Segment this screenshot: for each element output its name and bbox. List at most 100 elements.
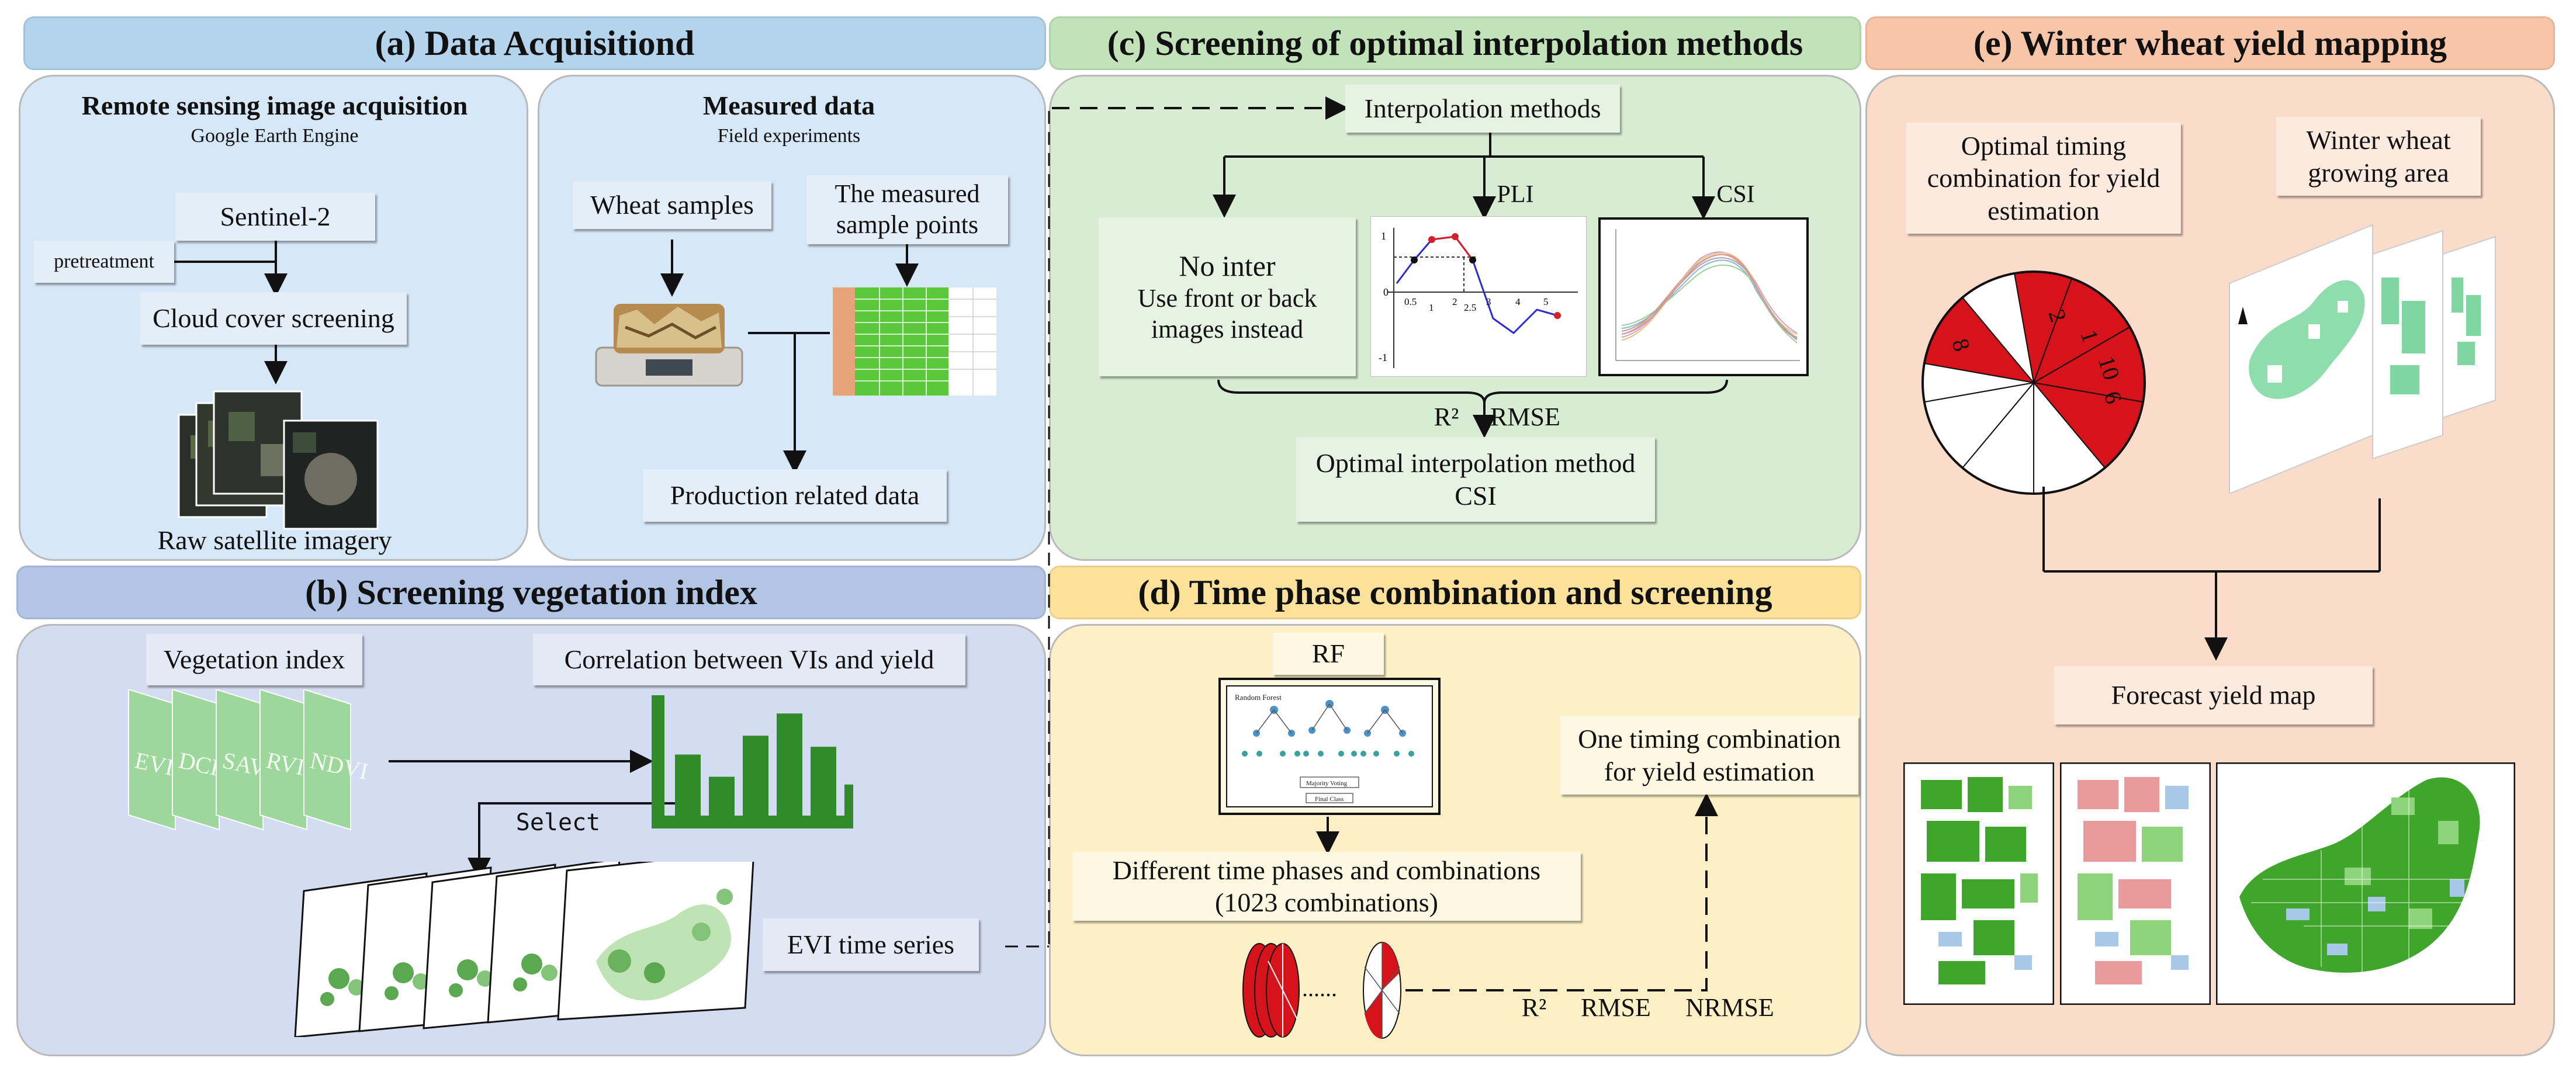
remote-subtitle: Google Earth Engine — [191, 124, 359, 147]
sample-points-box: The measured sample points — [806, 175, 1008, 244]
optimal-method-label: Optimal interpolation method — [1315, 448, 1636, 478]
vi-card-ndvi: NDVI — [303, 689, 371, 831]
pli-y-tick-neg1: -1 — [1379, 352, 1387, 363]
select-arrow — [468, 802, 690, 881]
rf-caption-final: Final Class — [1315, 796, 1344, 803]
different-phases-label: Different time phases and combinations — [1112, 855, 1541, 885]
optimal-timing-box: Optimal timing combination for yield est… — [1906, 123, 2181, 234]
satellite-imagery-stack — [178, 390, 379, 530]
forecast-map-small-1 — [1903, 762, 2054, 1005]
measured-arrows — [660, 240, 919, 474]
pli-label: PLI — [1497, 181, 1534, 208]
optimal-method-box: Optimal interpolation method CSI — [1296, 437, 1655, 522]
vegetation-index-box: Vegetation index — [146, 634, 362, 685]
forecast-map-box: Forecast yield map — [2054, 666, 2373, 724]
forecast-map-small-2 — [2060, 762, 2211, 1005]
combination-count: (1023 combinations) — [1215, 887, 1438, 917]
csi-top-label: CSI — [1716, 181, 1755, 208]
pli-chart: 1 0 -1 0.5 1 2 2.5 3 4 5 — [1370, 216, 1587, 377]
pli-x-tick-05: 0.5 — [1404, 296, 1417, 307]
pli-x-tick-25: 2.5 — [1464, 302, 1476, 313]
evi-map-5 — [557, 862, 754, 1021]
rf-caption-voting: Majority Voting — [1306, 780, 1348, 787]
correlation-bar-3 — [743, 736, 768, 816]
optimal-timing-pie: 2 1 10 6 8 — [1921, 271, 2146, 495]
rmse-label: RMSE — [1490, 402, 1560, 431]
pli-y-tick-1: 1 — [1381, 230, 1386, 242]
single-pie — [1363, 942, 1401, 1039]
forecast-map-large — [2216, 762, 2515, 1005]
scale-photo — [595, 304, 743, 387]
growing-map-3 — [2442, 235, 2496, 419]
satellite-tile-4 — [283, 419, 379, 530]
rf-diagram-title: Random Forest — [1235, 693, 1282, 702]
time-phase-arrows — [1316, 793, 1718, 991]
interpolation-arrows — [1048, 96, 1728, 946]
d-nrmse-label: NRMSE — [1685, 993, 1774, 1022]
yield-arrows — [2042, 487, 2381, 661]
csi-chart — [1598, 217, 1809, 376]
combination-pies: ...... — [1242, 942, 1401, 1039]
pli-x-tick-2: 2 — [1452, 296, 1457, 307]
section-d-header: (d) Time phase combination and screening — [1049, 566, 1861, 619]
evi-time-series-box: EVI time series — [763, 918, 979, 971]
growing-map-1 — [2229, 224, 2373, 494]
rf-box: RF — [1273, 633, 1384, 675]
one-timing-box: One timing combination for yield estimat… — [1560, 716, 1858, 795]
d-r2-label: R² — [1521, 993, 1547, 1022]
panel-time-phase — [1049, 624, 1861, 1056]
correlation-bar-4 — [777, 713, 802, 816]
section-d-title: (d) Time phase combination and screening — [1138, 573, 1772, 612]
pli-x-tick-3: 3 — [1486, 296, 1491, 307]
no-inter-title: No inter — [1179, 249, 1276, 283]
spreadsheet-photo — [833, 287, 996, 396]
section-e-title: (e) Winter wheat yield mapping — [1973, 23, 2447, 63]
metrics-to-one-timing-dashed — [1405, 793, 1718, 991]
pli-x-tick-5: 5 — [1543, 296, 1549, 307]
pie-ellipsis: ...... — [1302, 975, 1337, 1001]
evi-map-stack — [294, 862, 754, 1037]
correlation-bar-chart — [652, 695, 853, 828]
bar-group — [675, 713, 853, 816]
sentinel-box: Sentinel-2 — [175, 193, 375, 241]
interpolation-methods-box: Interpolation methods — [1345, 85, 1620, 133]
measured-subtitle: Field experiments — [717, 124, 861, 147]
remote-arrows — [161, 241, 288, 384]
different-phases-box: Different time phases and combinations (… — [1072, 852, 1581, 921]
d-rmse-label: RMSE — [1581, 993, 1651, 1022]
pie-stack — [1242, 943, 1300, 1038]
growing-area-maps — [2229, 224, 2496, 494]
vi-arrows — [389, 750, 1049, 948]
no-inter-box: No inter Use front or back images instea… — [1099, 217, 1356, 376]
rf-diagram: Random Forest Majority Voting Final Clas… — [1218, 678, 1441, 815]
section-a-title: (a) Data Acquisitiond — [375, 23, 695, 63]
correlation-box: Correlation between VIs and yield — [533, 634, 965, 685]
section-b-title: (b) Screening vegetation index — [305, 573, 757, 612]
optimal-method-value: CSI — [1455, 480, 1497, 511]
no-inter-desc: Use front or back images instead — [1137, 284, 1317, 344]
section-c-title: (c) Screening of optimal interpolation m… — [1107, 23, 1803, 63]
production-data-box: Production related data — [643, 469, 947, 522]
section-b-header: (b) Screening vegetation index — [16, 566, 1046, 619]
vi-card-rvi: RVI — [259, 689, 307, 831]
r2-label: R² — [1434, 402, 1459, 431]
raw-imagery-label: Raw satellite imagery — [157, 525, 392, 556]
correlation-bar-2 — [709, 776, 735, 816]
remote-title: Remote sensing image acquisition — [81, 91, 468, 121]
vi-card-evi: EVI — [128, 689, 176, 831]
measured-title: Measured data — [702, 91, 875, 121]
correlation-bar-5 — [811, 747, 836, 816]
wheat-samples-box: Wheat samples — [573, 181, 771, 229]
growing-map-2 — [2372, 230, 2443, 460]
correlation-bar-6 — [844, 784, 853, 816]
pli-y-tick-0: 0 — [1383, 286, 1389, 298]
section-e-header: (e) Winter wheat yield mapping — [1865, 16, 2555, 70]
correlation-bar-1 — [675, 754, 701, 816]
chart-base — [652, 816, 853, 828]
pli-x-tick-1: 1 — [1429, 302, 1434, 313]
select-label: Select — [515, 809, 601, 836]
section-a-header: (a) Data Acquisitiond — [23, 16, 1046, 70]
section-c-header: (c) Screening of optimal interpolation m… — [1049, 16, 1861, 70]
growing-area-box: Winter wheat growing area — [2276, 117, 2481, 196]
pretreatment-box: pretreatment — [34, 241, 174, 283]
